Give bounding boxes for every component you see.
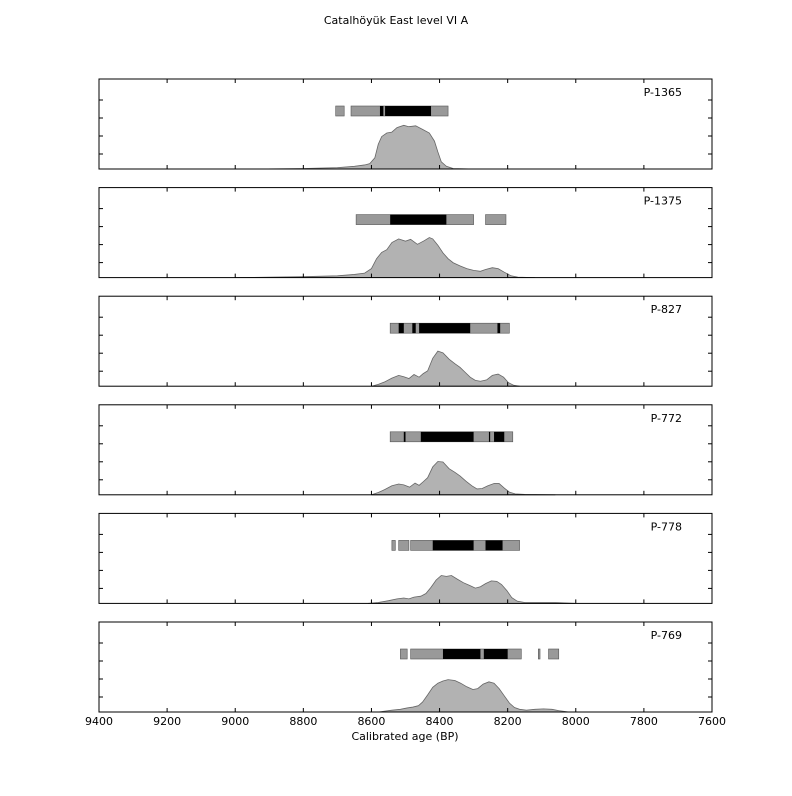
density-area — [371, 461, 556, 496]
range-68-bar — [485, 540, 503, 551]
panel-frame — [98, 512, 713, 604]
range-95-bar — [485, 214, 507, 225]
panel-label: P-778 — [651, 520, 682, 533]
range-95-bar — [398, 540, 410, 551]
x-tick-label: 9000 — [221, 715, 249, 728]
x-tick-label: 7800 — [630, 715, 658, 728]
x-axis-label: Calibrated age (BP) — [351, 730, 458, 743]
panel-label: P-827 — [651, 303, 682, 316]
panel-label: P-769 — [651, 629, 682, 642]
range-68-bar — [488, 431, 491, 442]
panel-p-1365: P-1365 — [98, 78, 713, 170]
x-axis: 9400 9200 9000 8800 8600 8400 8200 8000 7800 7600 — [85, 715, 726, 728]
panel-label: P-772 — [651, 412, 682, 425]
range-95-bar — [391, 540, 396, 551]
panels-layer: P-1365 P-1375 P-827 P-772 P-778 P-769 — [98, 78, 713, 713]
x-tick-label: 9400 — [85, 715, 113, 728]
density-area — [255, 124, 474, 170]
range-68-bar — [442, 649, 481, 659]
x-tick-label: 8200 — [494, 715, 522, 728]
x-tick-label: 9200 — [153, 715, 181, 728]
panel-p-827: P-827 — [98, 295, 713, 387]
density-area — [235, 237, 535, 278]
density-area — [378, 679, 570, 713]
range-68-bar — [432, 540, 474, 551]
range-68-bar — [385, 106, 432, 116]
range-95-bar — [335, 105, 345, 117]
density-area — [368, 575, 576, 604]
x-tick-label: 8400 — [426, 715, 454, 728]
range-68-bar — [398, 323, 404, 334]
panel-frame — [98, 78, 713, 170]
panel-frame — [98, 295, 713, 387]
range-95-bar — [538, 648, 541, 660]
panel-p-769: P-769 — [98, 621, 713, 713]
panel-frame — [98, 187, 713, 279]
panel-frame — [98, 404, 713, 496]
range-68-bar — [390, 214, 447, 225]
x-tick-label: 8000 — [562, 715, 590, 728]
range-68-bar — [412, 323, 416, 334]
range-95-bar — [400, 648, 408, 660]
range-68-bar — [420, 431, 474, 442]
panel-label: P-1375 — [644, 195, 682, 208]
density-area — [371, 350, 520, 387]
range-68-bar — [497, 323, 501, 334]
range-68-bar — [403, 431, 406, 442]
panel-p-772: P-772 — [98, 404, 713, 496]
range-68-bar — [483, 649, 508, 659]
panel-frame — [98, 621, 713, 713]
panel-p-778: P-778 — [98, 512, 713, 604]
panel-label: P-1365 — [644, 86, 682, 99]
panel-p-1375: P-1375 — [98, 187, 713, 279]
range-95-bar — [548, 648, 560, 660]
x-tick-label: 7600 — [698, 715, 726, 728]
range-68-bar — [379, 106, 384, 116]
range-68-bar — [494, 431, 505, 442]
range-68-bar — [419, 323, 471, 334]
x-tick-label: 8800 — [289, 715, 317, 728]
chart-title: Catalhöyük East level VI A — [324, 14, 469, 27]
x-tick-label: 8600 — [357, 715, 385, 728]
